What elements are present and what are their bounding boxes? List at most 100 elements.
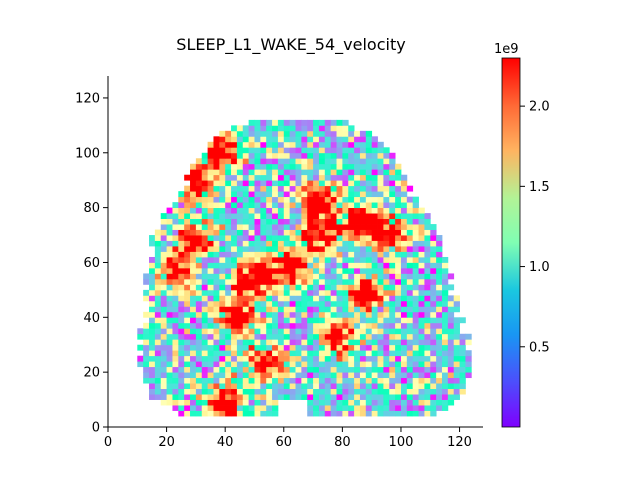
heatmap-cell bbox=[342, 240, 349, 247]
heatmap-cell bbox=[406, 383, 414, 390]
heatmap-cell bbox=[313, 306, 320, 313]
heatmap-cell bbox=[190, 267, 197, 274]
heatmap-cell bbox=[383, 284, 390, 291]
heatmap-cell bbox=[330, 394, 337, 400]
heatmap-cell bbox=[354, 235, 361, 241]
heatmap-cell bbox=[412, 410, 419, 417]
heatmap-cell bbox=[272, 317, 279, 324]
heatmap-cell bbox=[459, 377, 466, 384]
heatmap-cell bbox=[260, 377, 267, 384]
heatmap-cell bbox=[354, 322, 361, 329]
heatmap-cell bbox=[283, 350, 291, 357]
heatmap-cell bbox=[283, 344, 291, 351]
heatmap-cell bbox=[160, 213, 167, 219]
heatmap-cell bbox=[201, 377, 209, 384]
heatmap-cell bbox=[231, 180, 238, 187]
heatmap-cell bbox=[295, 235, 302, 241]
heatmap-cell bbox=[318, 163, 326, 170]
heatmap-cell bbox=[418, 295, 425, 302]
heatmap-cell bbox=[289, 322, 296, 329]
heatmap-cell bbox=[242, 125, 250, 132]
heatmap-cell bbox=[330, 295, 337, 302]
y-tick-label: 60 bbox=[83, 256, 100, 271]
heatmap-cell bbox=[430, 262, 437, 269]
heatmap-cell bbox=[184, 322, 191, 329]
heatmap-cell bbox=[266, 240, 273, 247]
heatmap-cell bbox=[324, 136, 332, 143]
heatmap-cell bbox=[207, 163, 214, 170]
heatmap-cell bbox=[184, 196, 191, 203]
heatmap-cell bbox=[248, 174, 255, 181]
heatmap-cell bbox=[248, 399, 255, 406]
heatmap-cell bbox=[365, 267, 373, 274]
heatmap-cell bbox=[348, 262, 355, 269]
heatmap-cell bbox=[313, 383, 320, 390]
heatmap-cell bbox=[178, 300, 185, 307]
heatmap-cell bbox=[359, 251, 367, 258]
heatmap-cell bbox=[149, 394, 156, 400]
heatmap-cell bbox=[295, 273, 302, 280]
heatmap-cell bbox=[389, 377, 396, 384]
heatmap-cell bbox=[400, 289, 408, 296]
heatmap-cell bbox=[354, 388, 361, 395]
heatmap-cell bbox=[283, 317, 291, 324]
heatmap-cell bbox=[324, 284, 332, 291]
heatmap-cell bbox=[412, 350, 419, 357]
heatmap-cell bbox=[313, 311, 320, 318]
heatmap-cell bbox=[383, 191, 390, 198]
heatmap-cell bbox=[307, 196, 314, 203]
heatmap-cell bbox=[160, 311, 167, 318]
heatmap-cell bbox=[184, 267, 191, 274]
heatmap-cell bbox=[307, 361, 314, 368]
heatmap-cell bbox=[330, 366, 337, 373]
heatmap-cell bbox=[231, 399, 238, 406]
heatmap-cell bbox=[465, 339, 472, 346]
heatmap-cell bbox=[400, 267, 408, 274]
heatmap-cell bbox=[400, 229, 408, 236]
heatmap-cell bbox=[318, 273, 326, 280]
heatmap-cell bbox=[359, 410, 367, 417]
heatmap-cell bbox=[254, 213, 261, 219]
heatmap-cell bbox=[418, 278, 425, 285]
heatmap-cell bbox=[336, 235, 343, 241]
heatmap-cell bbox=[242, 361, 250, 368]
heatmap-cell bbox=[225, 191, 232, 198]
heatmap-cell bbox=[260, 152, 267, 159]
heatmap-cell bbox=[195, 180, 203, 187]
heatmap-cell bbox=[365, 262, 373, 269]
heatmap-cell bbox=[190, 251, 197, 258]
heatmap-cell bbox=[190, 399, 197, 406]
heatmap-cell bbox=[219, 328, 226, 335]
heatmap-cell bbox=[248, 267, 255, 274]
heatmap-cell bbox=[412, 289, 419, 296]
heatmap-cell bbox=[424, 256, 431, 263]
heatmap-cell bbox=[260, 300, 267, 307]
heatmap-cell bbox=[359, 185, 367, 192]
heatmap-cell bbox=[190, 229, 197, 236]
heatmap-cell bbox=[389, 224, 396, 230]
heatmap-cell bbox=[313, 235, 320, 241]
heatmap-cell bbox=[207, 240, 214, 247]
heatmap-cell bbox=[307, 405, 314, 411]
heatmap-cell bbox=[266, 388, 273, 395]
heatmap-cell bbox=[289, 141, 296, 148]
heatmap-cell bbox=[383, 399, 390, 406]
heatmap-cell bbox=[295, 289, 302, 296]
heatmap-cell bbox=[172, 289, 179, 296]
heatmap-cell bbox=[324, 372, 332, 379]
heatmap-cell bbox=[172, 246, 179, 252]
heatmap-cell bbox=[225, 224, 232, 230]
heatmap-cell bbox=[418, 322, 425, 329]
heatmap-cell bbox=[365, 229, 373, 236]
heatmap-cell bbox=[254, 339, 261, 346]
heatmap-cell bbox=[260, 350, 267, 357]
heatmap-cell bbox=[236, 196, 244, 203]
heatmap-cell bbox=[272, 235, 279, 241]
heatmap-cell bbox=[354, 267, 361, 274]
heatmap-cell bbox=[149, 235, 156, 241]
heatmap-cell bbox=[248, 202, 255, 209]
heatmap-cell bbox=[359, 152, 367, 159]
heatmap-cell bbox=[295, 147, 302, 154]
heatmap-cell bbox=[231, 125, 238, 132]
heatmap-cell bbox=[313, 273, 320, 280]
